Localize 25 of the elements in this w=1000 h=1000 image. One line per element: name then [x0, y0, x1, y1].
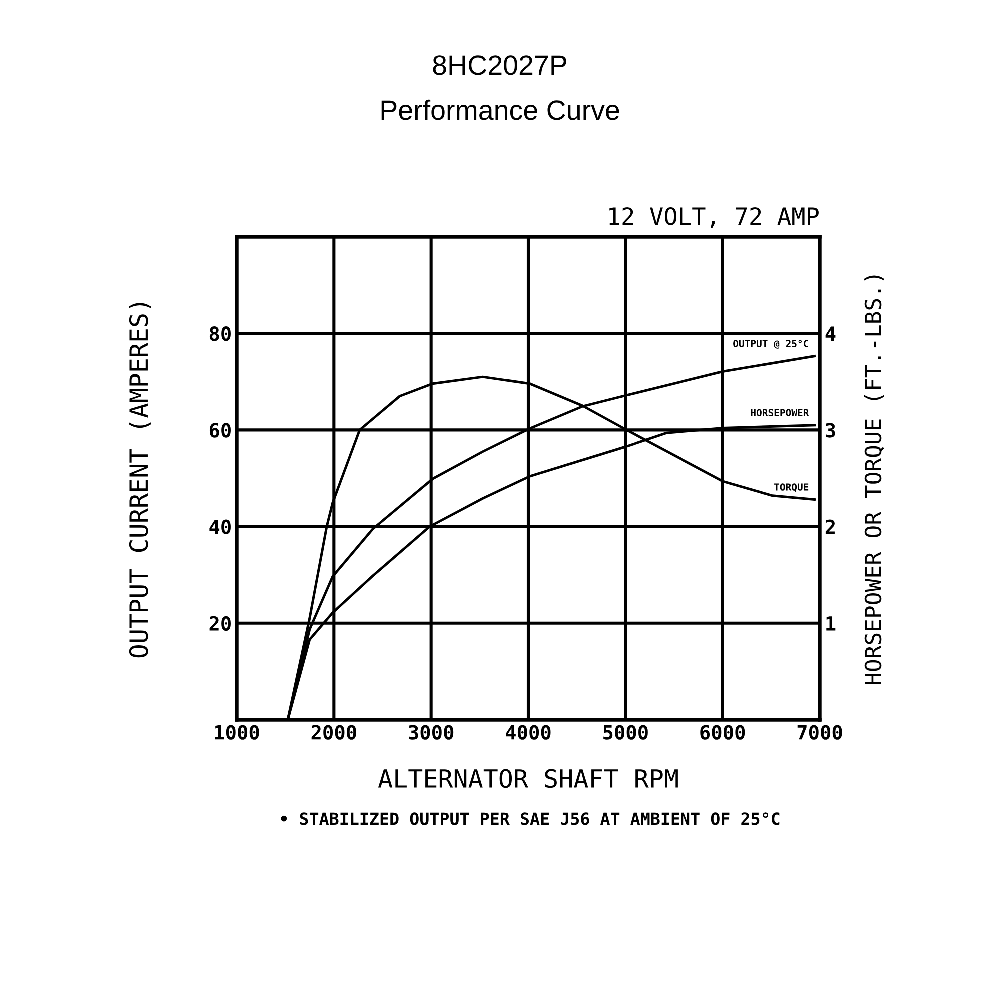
- x-tick-label: 3000: [409, 725, 454, 740]
- x-tick-label: 1000: [215, 725, 260, 740]
- y-tick-label: 60: [210, 423, 231, 438]
- chart-subtitle: Performance Curve: [382, 100, 620, 120]
- x-axis-title: ALTERNATOR SHAFT RPM: [378, 769, 678, 788]
- x-tick-label: 4000: [506, 725, 551, 740]
- series-label: TORQUE: [774, 484, 809, 492]
- text: • STABILIZED OUTPUT PER SAE J56 AT AMBIENT OF 25°C: [281, 812, 780, 826]
- y2-tick-label: 1: [826, 616, 836, 631]
- y2-tick-label: 4: [826, 326, 836, 341]
- y-axis-title: OUTPUT CURRENT (AMPERES): [129, 303, 152, 658]
- y-tick-label: 40: [210, 520, 231, 534]
- x-tick-label: 6000: [700, 725, 746, 740]
- x-tick-label: 5000: [604, 725, 648, 740]
- y2-tick-label: 3: [826, 423, 836, 438]
- y-tick-label: 80: [210, 326, 231, 342]
- y-tick-label: 20: [210, 616, 231, 632]
- series-label: OUTPUT @ 25°C: [734, 340, 808, 349]
- x-tick-label: 2000: [312, 725, 356, 740]
- y2-tick-label: 2: [826, 520, 835, 534]
- x-tick-label: 7000: [798, 725, 842, 740]
- y2-axis-title: HORSEPOWER OR TORQUE (FT.-LBS.): [864, 276, 884, 684]
- text: 12 VOLT, 72 AMP: [610, 207, 819, 228]
- chart-title: 8HC2027P: [433, 56, 566, 76]
- series-label: HORSEPOWER: [751, 409, 810, 417]
